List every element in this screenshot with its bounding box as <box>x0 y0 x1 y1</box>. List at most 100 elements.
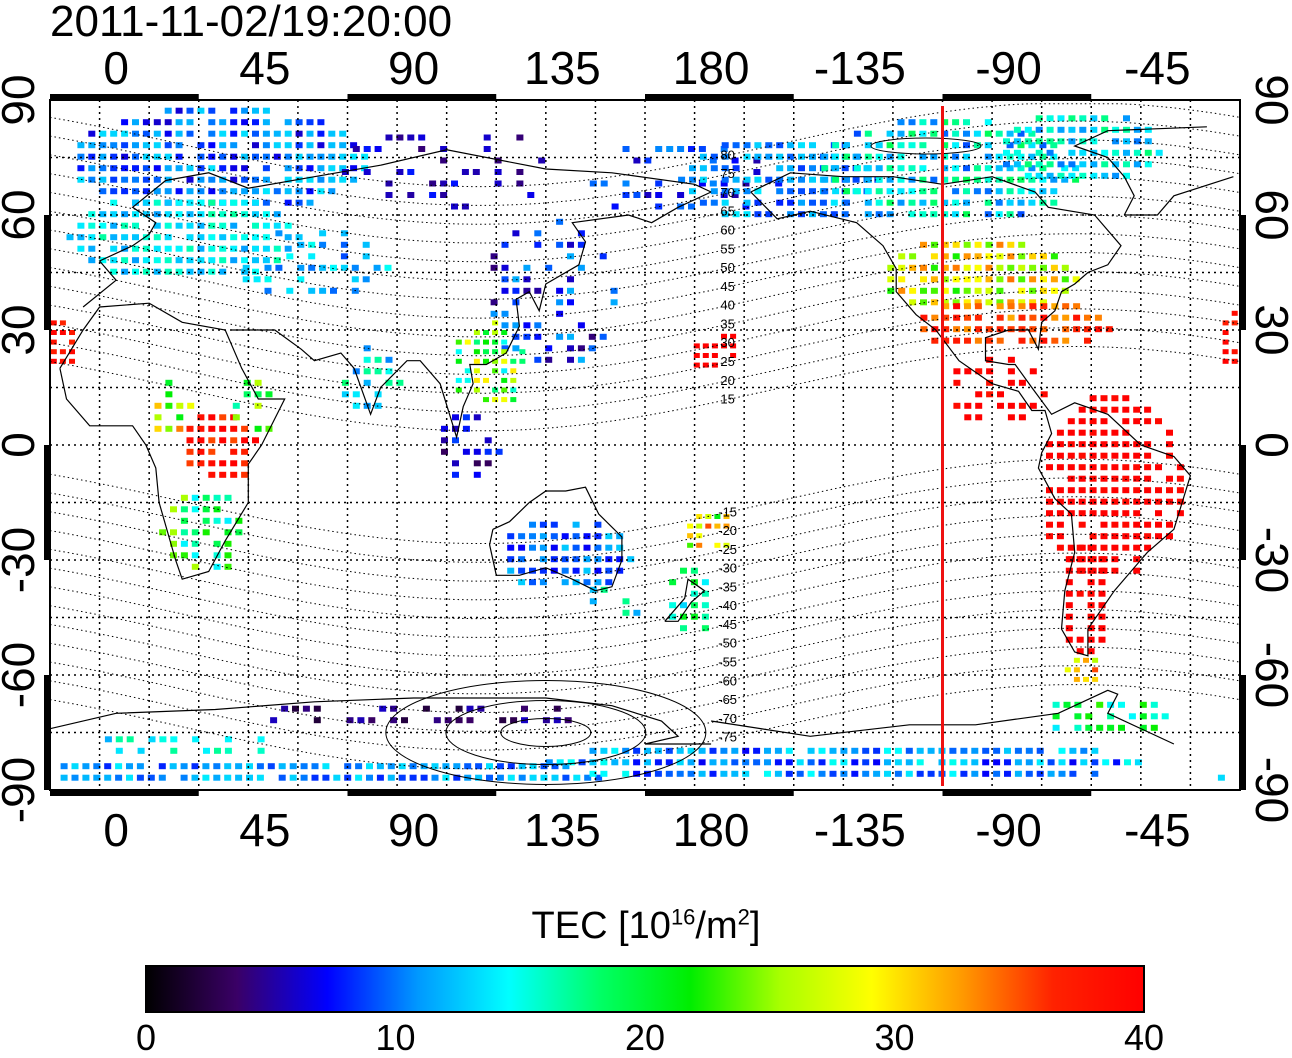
tec-cell <box>897 176 905 183</box>
tec-cell <box>473 460 481 467</box>
tec-cell <box>230 165 238 172</box>
tec-cell <box>1087 636 1095 643</box>
tec-cell <box>262 142 270 149</box>
tec-cell <box>743 153 751 160</box>
tec-cell <box>995 188 1003 195</box>
tec-cell <box>1111 475 1119 482</box>
tec-cell <box>175 245 183 252</box>
tec-cell <box>1144 487 1152 494</box>
tec-cell <box>340 264 348 271</box>
tec-cell <box>295 199 303 206</box>
tec-cell <box>115 763 123 770</box>
tec-cell <box>1107 713 1115 720</box>
tec-cell <box>186 234 194 241</box>
tec-cell <box>1123 161 1130 168</box>
tec-cell <box>941 130 949 137</box>
tec-cell <box>809 188 816 195</box>
tec-cell <box>588 333 596 340</box>
tec-cell <box>1083 657 1089 663</box>
tec-cell <box>519 358 526 364</box>
tec-cell <box>644 747 651 754</box>
tec-cell <box>995 211 1003 218</box>
tec-cell <box>908 142 916 149</box>
tec-cell <box>1056 521 1064 528</box>
tec-cell <box>494 169 502 175</box>
tec-cell <box>466 705 474 712</box>
tec-cell <box>897 142 905 149</box>
tec-cell <box>952 130 960 137</box>
tec-cell <box>864 188 872 195</box>
tec-cell <box>153 222 161 229</box>
tec-cell <box>60 763 68 770</box>
magnetic-pole-loop <box>500 718 592 747</box>
tec-cell <box>235 763 243 770</box>
tec-cell <box>308 264 316 271</box>
magnetic-contour <box>50 233 1240 319</box>
tec-cell <box>765 211 773 218</box>
tec-cell <box>1078 418 1086 425</box>
tec-cell <box>1122 429 1130 436</box>
tec-cell <box>1046 161 1054 168</box>
tec-cell <box>550 567 558 574</box>
tec-cell <box>930 176 938 183</box>
tec-cell <box>1052 701 1060 708</box>
tec-cell <box>1080 759 1088 766</box>
tec-cell <box>483 358 489 364</box>
tec-cell <box>595 774 603 781</box>
tec-cell <box>523 276 531 283</box>
tec-cell <box>589 180 597 187</box>
tec-cell <box>507 567 515 574</box>
tec-cell <box>986 356 994 363</box>
tec-cell <box>132 268 139 275</box>
tec-cell <box>1067 487 1075 494</box>
tec-cell <box>776 199 784 206</box>
tec-cell <box>197 257 205 264</box>
tec-cell <box>666 146 674 152</box>
tec-cell <box>396 134 404 141</box>
tec-cell <box>1122 521 1130 528</box>
tec-cell <box>462 425 470 432</box>
tec-cell <box>567 345 574 352</box>
tec-cell <box>486 774 493 781</box>
tec-cell <box>529 567 536 574</box>
tec-cell <box>1101 115 1109 122</box>
tec-cell <box>289 774 297 781</box>
tec-cell <box>730 353 737 358</box>
tec-cell <box>633 157 641 164</box>
tec-cell <box>132 211 139 218</box>
tec-cell <box>985 264 993 271</box>
tec-cell <box>731 747 739 754</box>
tec-cell <box>1133 533 1141 540</box>
tec-cell <box>186 107 194 114</box>
tec-cell <box>510 377 517 383</box>
tec-cell <box>753 169 761 175</box>
tec-cell <box>622 759 630 766</box>
tec-cell <box>390 717 398 724</box>
tec-cell <box>241 165 249 172</box>
tec-cell <box>341 391 349 398</box>
tec-cell <box>1067 475 1075 482</box>
tec-cell <box>1122 544 1130 551</box>
magnetic-lat-label: 20 <box>720 373 734 388</box>
tec-cell <box>451 180 458 187</box>
tec-cell <box>809 153 816 160</box>
tec-cell <box>985 276 993 283</box>
tec-cell <box>241 257 249 264</box>
tec-cell <box>153 119 161 126</box>
magnetic-contour <box>50 346 1240 432</box>
tec-cell <box>1056 464 1064 471</box>
tec-cell <box>295 130 303 137</box>
tec-cell <box>633 747 641 754</box>
tec-cell <box>1076 648 1084 655</box>
tec-cell <box>328 130 336 137</box>
tec-cell <box>984 199 992 206</box>
magnetic-contour <box>50 289 1240 375</box>
tec-cell <box>175 153 183 160</box>
tec-cell <box>964 402 972 409</box>
tec-cell <box>492 339 499 345</box>
tec-cell <box>1006 165 1014 172</box>
tec-cell <box>1222 358 1229 364</box>
tec-cell <box>317 188 325 195</box>
tec-cell <box>473 448 481 455</box>
tec-cell <box>529 521 536 528</box>
